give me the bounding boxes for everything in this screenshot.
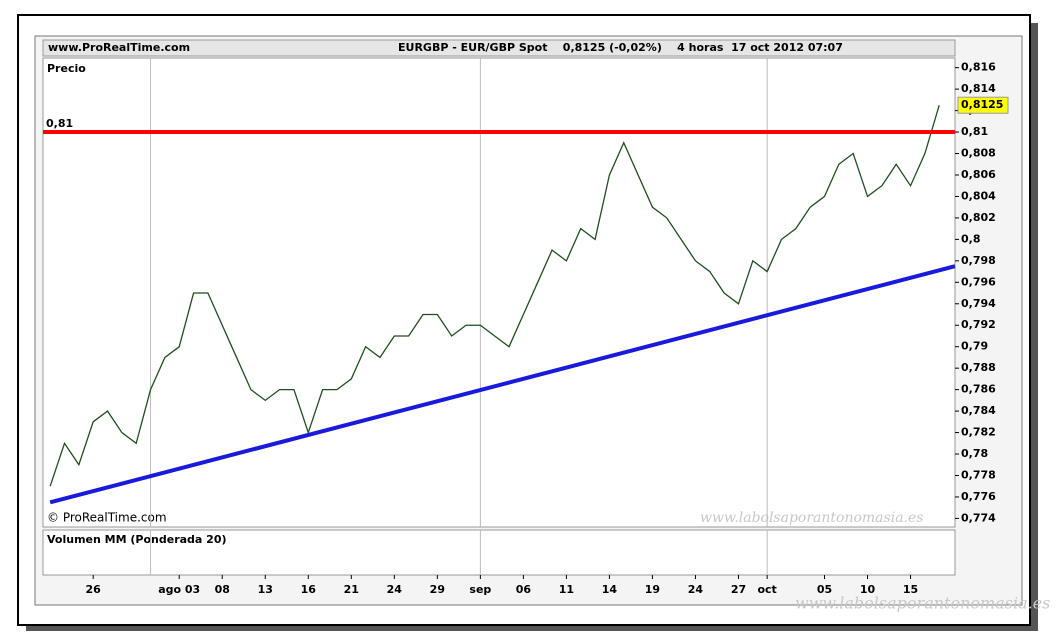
x-tick-label: 14 xyxy=(602,583,618,596)
y-tick-label: 0,78 xyxy=(961,447,988,460)
watermark: www.labolsaporantonomasia.es xyxy=(700,510,923,526)
last-price-label: 0,8125 xyxy=(961,98,1003,111)
x-tick-label: 05 xyxy=(817,583,832,596)
y-tick-label: 0,784 xyxy=(961,404,996,417)
y-tick-label: 0,774 xyxy=(961,511,996,524)
y-tick-label: 0,798 xyxy=(961,254,996,267)
y-tick-label: 0,776 xyxy=(961,490,996,503)
site: www.ProRealTime.com xyxy=(48,41,190,54)
x-tick-label: 16 xyxy=(301,583,317,596)
y-tick-label: 0,796 xyxy=(961,275,996,288)
y-tick-label: 0,804 xyxy=(961,189,996,202)
last-price-box xyxy=(957,96,1009,114)
y-tick-label: 0,802 xyxy=(961,211,996,224)
x-tick-label: 06 xyxy=(516,583,532,596)
price-line xyxy=(49,105,940,487)
watermark-bottom: www.labolsaporantonomasia.es xyxy=(795,594,1050,613)
level-label: 0,81 xyxy=(46,117,73,130)
x-tick-label: 26 xyxy=(86,583,102,596)
volume-pane xyxy=(42,529,956,576)
y-tick-label: 0,808 xyxy=(961,147,996,160)
y-tick-label: 0,81 xyxy=(961,125,988,138)
x-tick-label: ago 03 xyxy=(158,583,200,596)
x-tick-label: oct xyxy=(757,583,776,596)
panel-label: Precio xyxy=(47,62,86,75)
y-tick-label: 0,79 xyxy=(961,340,988,353)
trendline xyxy=(49,264,956,505)
plot-area xyxy=(42,57,956,528)
y-tick-label: 0,806 xyxy=(961,168,996,181)
y-tick-label: 0,814 xyxy=(961,82,996,95)
chart-title: EURGBP - EUR/GBP Spot 0,8125 (-0,02%) 4 … xyxy=(398,41,843,54)
y-tick-label: 0,794 xyxy=(961,297,996,310)
x-tick-label: 19 xyxy=(645,583,660,596)
y-tick-label: 0,788 xyxy=(961,361,996,374)
y-tick-label: 0,816 xyxy=(961,61,996,74)
y-tick-label: 0,778 xyxy=(961,468,996,481)
x-tick-label: 10 xyxy=(860,583,876,596)
x-tick-label: 11 xyxy=(559,583,574,596)
y-tick-label: 0,8 xyxy=(961,232,981,245)
header-bar xyxy=(42,39,956,57)
x-tick-label: 24 xyxy=(688,583,704,596)
x-tick-label: 29 xyxy=(430,583,445,596)
copyright: © ProRealTime.com xyxy=(47,511,167,525)
x-tick-label: 21 xyxy=(344,583,359,596)
y-tick-label: 0,782 xyxy=(961,426,996,439)
x-tick-label: 27 xyxy=(731,583,746,596)
volume-label: Volumen MM (Ponderada 20) xyxy=(47,533,227,546)
y-tick-label: 0,792 xyxy=(961,318,996,331)
x-tick-label: 24 xyxy=(387,583,403,596)
x-tick-label: 13 xyxy=(258,583,273,596)
x-tick-label: sep xyxy=(469,583,491,596)
y-tick-label: 0,786 xyxy=(961,383,996,396)
x-tick-label: 15 xyxy=(903,583,918,596)
x-tick-label: 08 xyxy=(215,583,230,596)
